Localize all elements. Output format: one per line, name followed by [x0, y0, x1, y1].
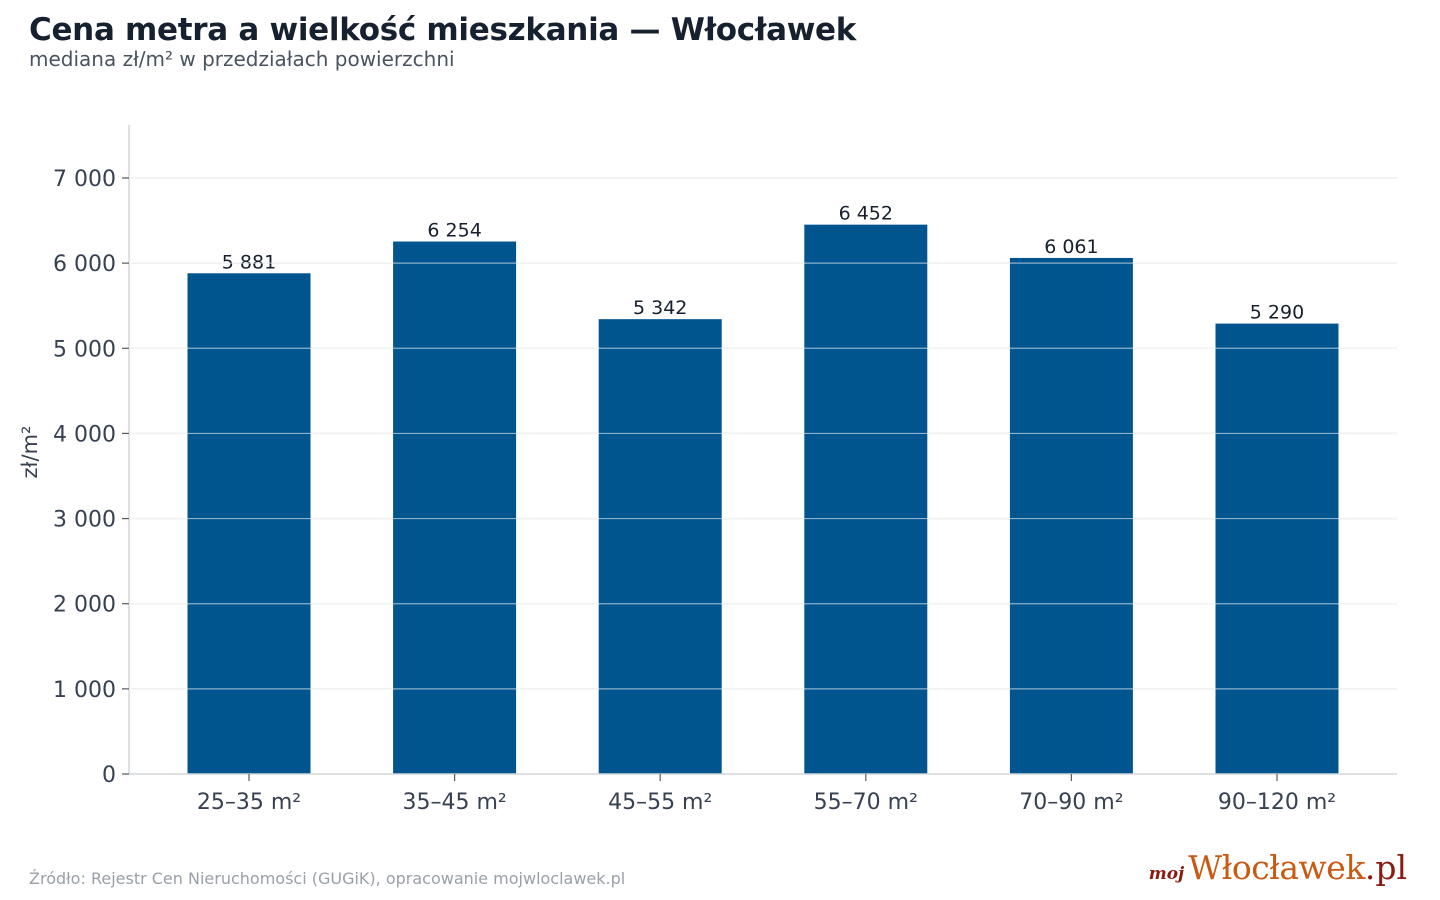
labels-layer: 0 1 000 2 000 3 000 4 000 5 000 6 000 7 000 zł/m… [18, 167, 1397, 815]
bar-value-label: 6 061 [1044, 236, 1098, 258]
y-tick-label: 5 000 [53, 337, 116, 362]
bar-value-label: 5 881 [222, 251, 276, 273]
x-tick-label: 35–45 m² [402, 790, 506, 815]
bar-value-label: 5 342 [633, 297, 687, 319]
bar-value-label: 5 290 [1250, 302, 1304, 324]
logo-domain: .pl [1364, 848, 1407, 887]
bar-value-label: 6 254 [427, 220, 481, 242]
bar-chart: 0 1 000 2 000 3 000 4 000 5 000 6 000 7 000 zł/m… [18, 124, 1397, 815]
logo-prefix: moj [1148, 864, 1185, 884]
bar [598, 319, 722, 774]
source-note: Źródło: Rejestr Cen Nieruchomości (GUGiK… [29, 869, 626, 888]
x-tick-label: 45–55 m² [608, 790, 712, 815]
chart-title: Cena metra a wielkość mieszkania — Włocł… [29, 12, 857, 48]
chart-subtitle: mediana zł/m² w przedziałach powierzchni [29, 47, 455, 71]
y-axis-title: zł/m² [18, 426, 42, 479]
x-tick-label: 90–120 m² [1218, 790, 1336, 815]
y-tick-label: 4 000 [53, 422, 116, 447]
x-tick-label: 25–35 m² [197, 790, 301, 815]
axis-layer [122, 124, 1397, 781]
bar [804, 224, 928, 775]
y-tick-label: 3 000 [53, 508, 116, 533]
bar-value-label: 6 452 [839, 203, 893, 225]
bar [187, 273, 311, 774]
bar [1009, 257, 1133, 774]
site-logo: moj Włocławek .pl [1149, 848, 1407, 887]
y-tick-label: 2 000 [53, 593, 116, 618]
x-tick-label: 70–90 m² [1019, 790, 1123, 815]
bar [1215, 323, 1339, 774]
y-tick-label: 7 000 [53, 167, 116, 192]
y-tick-label: 6 000 [53, 252, 116, 277]
bars-layer [187, 224, 1339, 775]
bar [393, 241, 517, 774]
x-tick-label: 55–70 m² [814, 790, 918, 815]
logo-main: Włocławek [1188, 848, 1365, 887]
y-tick-label: 1 000 [53, 678, 116, 703]
y-tick-label: 0 [102, 763, 116, 788]
